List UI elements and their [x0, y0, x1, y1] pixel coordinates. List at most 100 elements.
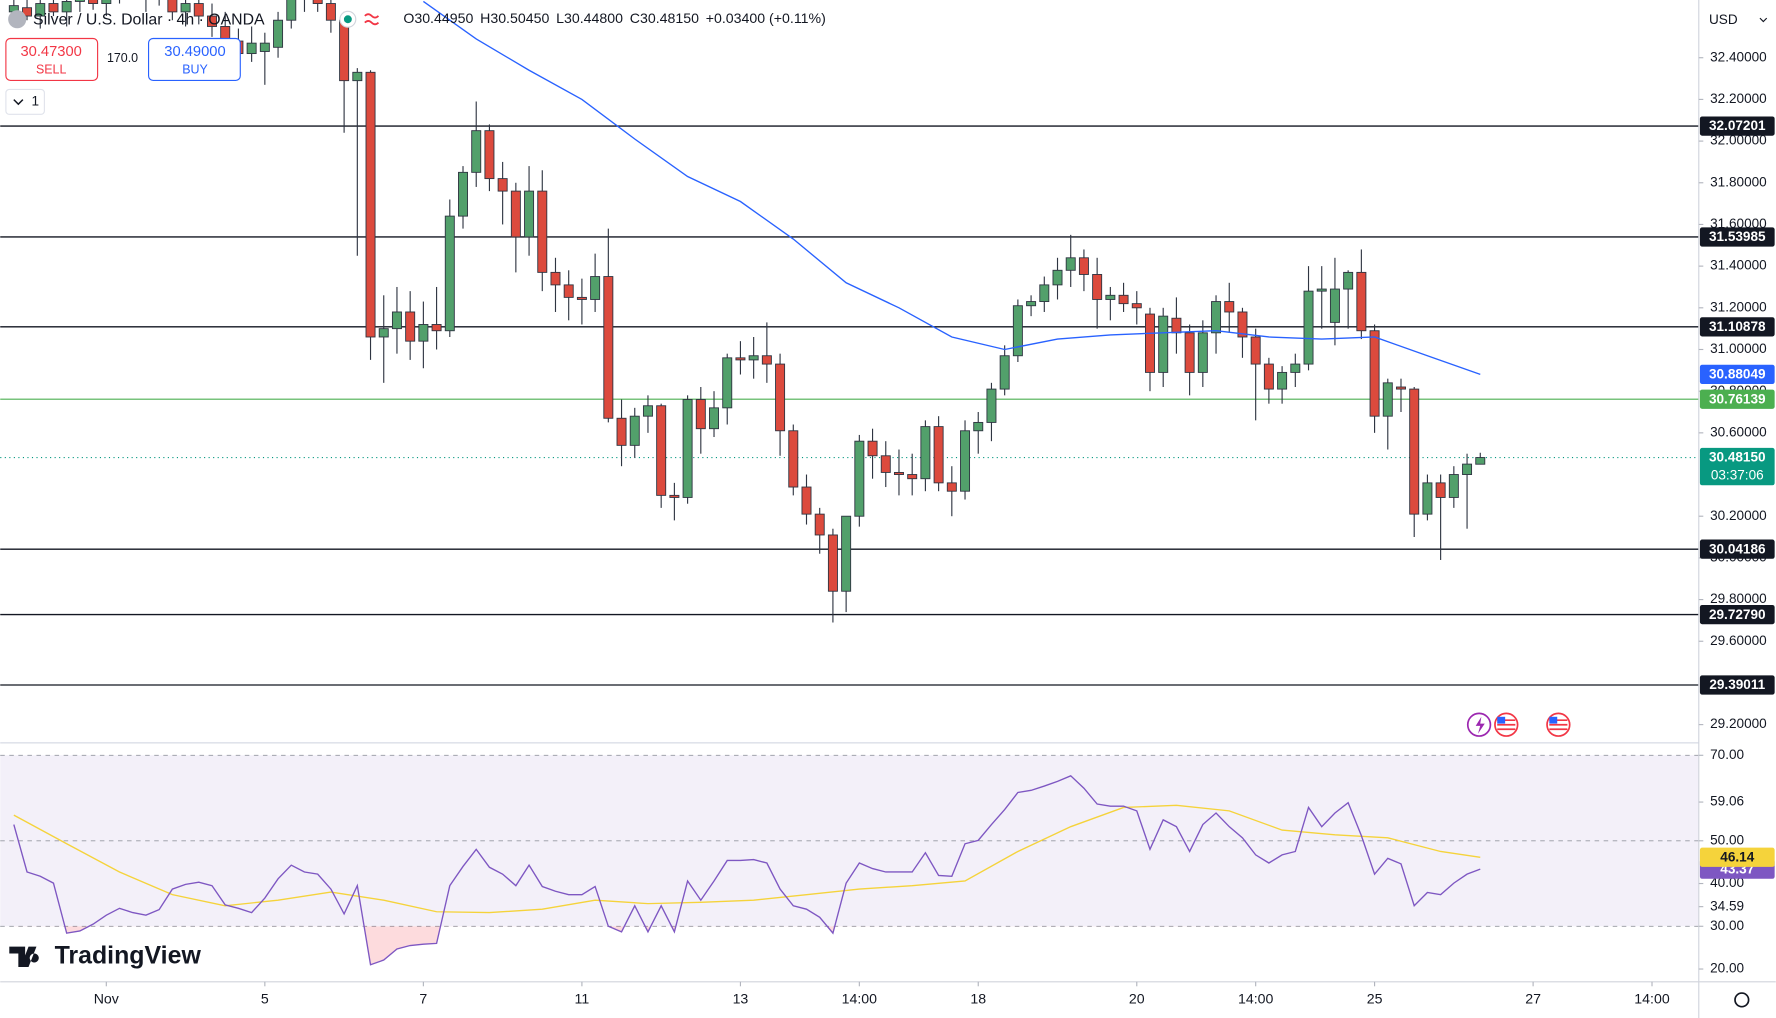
sell-button[interactable]	[5, 37, 99, 81]
level-label: 29.39011	[1709, 677, 1765, 692]
ohlc-legend: O30.44950 H30.50450 L30.44800 C30.48150 +0.0…	[403, 10, 825, 26]
indicator-icon[interactable]	[364, 13, 380, 26]
candle-body	[682, 399, 693, 498]
x-tick-label: 20	[1129, 991, 1145, 1007]
oversold-fill	[13, 926, 1481, 965]
level-label: 31.53985	[1709, 229, 1766, 244]
candle-body	[893, 471, 904, 475]
rsi-y-tick-label: 59.06	[1710, 794, 1744, 809]
level-label-box	[1699, 604, 1775, 625]
candle-body	[973, 421, 984, 432]
x-tick-label: 7	[419, 991, 427, 1007]
logo-mark	[9, 946, 39, 968]
ma-last-label: 30.88049	[1709, 367, 1766, 382]
candle-body	[48, 3, 59, 13]
candle-body	[352, 71, 363, 82]
rsi-y-tick-label: 30.00	[1710, 918, 1744, 933]
plot	[0, 0, 1699, 966]
candle-body	[656, 405, 667, 496]
candle-body	[854, 440, 865, 517]
rsi-y-tick-label: 50.00	[1710, 832, 1744, 847]
candle-body	[471, 130, 482, 173]
candle-body	[880, 455, 891, 473]
candle-body	[1052, 269, 1063, 286]
rsi-line	[13, 775, 1481, 966]
candle-body	[603, 276, 614, 419]
candle-body	[1026, 301, 1037, 307]
spread: 170.0	[107, 51, 138, 65]
candle-body	[1078, 257, 1089, 275]
candle-body	[365, 71, 376, 338]
candle-body	[1303, 290, 1314, 365]
y-tick-label: 31.80000	[1710, 174, 1767, 189]
candle-body	[1435, 482, 1446, 498]
candle-body	[907, 474, 918, 480]
y-tick-label: 30.20000	[1710, 508, 1767, 523]
x-tick-label: 27	[1525, 991, 1541, 1007]
logo-text: TradingView	[55, 941, 202, 969]
symbol-title: Silver / U.S. Dollar · 4h · OANDA	[33, 12, 265, 29]
candle-body	[761, 355, 772, 365]
candle-body	[22, 7, 33, 17]
candle-body	[1105, 294, 1116, 300]
candle-body	[1092, 274, 1103, 300]
ohlc-value: O30.44950	[403, 10, 473, 26]
candle-body	[418, 324, 429, 342]
x-tick-label: 14:00	[1238, 991, 1274, 1007]
level-label-box	[1699, 317, 1775, 337]
settings-icon[interactable]	[1734, 992, 1750, 1008]
y-tick-label: 30.60000	[1710, 424, 1767, 439]
interval-dropdown[interactable]	[5, 88, 45, 115]
highlight-level-label-box	[1699, 389, 1775, 409]
time-axis-panel	[0, 981, 1699, 1018]
ohlc-value: C30.48150	[630, 10, 699, 26]
y-tick-label: 32.40000	[1710, 49, 1767, 64]
ohlc-value: H30.50450	[480, 10, 549, 26]
candle-body	[775, 363, 786, 432]
candle-body	[550, 271, 561, 286]
candle-body	[801, 486, 812, 515]
currency[interactable]: USD	[1709, 12, 1738, 27]
level-label-box	[1699, 675, 1775, 695]
candle-body	[1250, 336, 1261, 365]
candle-body	[1382, 382, 1393, 417]
candle-body	[629, 415, 640, 446]
candle-body	[986, 388, 997, 423]
candle-body	[180, 3, 191, 13]
x-tick-label: 5	[261, 991, 269, 1007]
ohlc-value: L30.44800	[556, 10, 623, 26]
candle-body	[325, 3, 336, 21]
candle-body	[788, 430, 799, 488]
candle-body	[669, 494, 680, 498]
candle-body	[1277, 371, 1288, 390]
candle-body	[748, 355, 759, 361]
candle-body	[61, 1, 72, 13]
candle-body	[1065, 257, 1076, 271]
candle-body	[286, 0, 297, 21]
candle-body	[642, 405, 653, 417]
rsi-last-label: 46.14	[1720, 849, 1754, 864]
axis-labels: 32.40000 32.20000 32.00000 31.80000 31.60000…	[94, 49, 1775, 1007]
candle-body	[960, 430, 971, 492]
x-tick-label: 14:00	[842, 991, 878, 1007]
level-label-box	[1699, 227, 1775, 247]
candle-body	[273, 19, 284, 48]
level-label: 29.72790	[1709, 607, 1766, 622]
highlight-level-label: 30.76139	[1709, 391, 1766, 406]
candle-body	[722, 357, 733, 409]
candle-body	[497, 178, 508, 192]
x-tick-label: 14:00	[1634, 991, 1670, 1007]
candle-body	[999, 355, 1010, 390]
x-tick-label: 11	[575, 991, 590, 1007]
rsi-background	[0, 754, 1699, 965]
buy-button[interactable]	[147, 37, 241, 81]
rsi-last-label-box	[1699, 847, 1775, 867]
interval-value: 1	[32, 94, 40, 109]
x-tick-label: 13	[733, 991, 749, 1007]
candle-body	[1158, 315, 1169, 373]
candle-body	[101, 0, 112, 4]
candle-body	[246, 42, 257, 55]
y-tick-label: 31.20000	[1710, 299, 1767, 314]
